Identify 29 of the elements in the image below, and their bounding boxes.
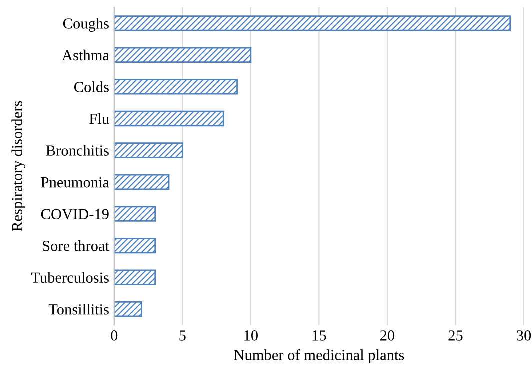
- x-tick-label: 15: [312, 330, 326, 341]
- x-tick-label: 0: [111, 330, 118, 341]
- bar: [114, 79, 238, 95]
- bar: [114, 110, 224, 127]
- bar: [114, 47, 252, 64]
- x-tick-label: 20: [380, 330, 395, 341]
- bar: [114, 142, 184, 158]
- bar: [114, 302, 142, 318]
- y-tick-label: Tuberculosis: [31, 272, 109, 284]
- x-tick-label: 30: [517, 330, 532, 341]
- bar: [114, 206, 156, 222]
- y-tick-label: Pneumonia: [41, 177, 110, 188]
- y-tick-label: COVID-19: [41, 209, 109, 220]
- y-tick-label: Flu: [90, 113, 110, 124]
- x-tick-label: 25: [448, 330, 463, 341]
- y-tick-label: Asthma: [62, 50, 110, 61]
- y-tick-label: Tonsillitis: [48, 304, 109, 315]
- x-axis-title: Number of medicinal plants: [234, 350, 404, 364]
- x-tick-label: 10: [244, 330, 258, 341]
- y-tick-label: Sore throat: [43, 240, 110, 252]
- y-axis-title: Respiratory disorders: [12, 101, 26, 232]
- y-tick-label: Bronchitis: [46, 145, 109, 156]
- bar: [114, 174, 170, 190]
- bar: [114, 270, 156, 286]
- y-tick-label: Coughs: [63, 18, 109, 32]
- bar: [114, 238, 156, 254]
- bar: [114, 16, 512, 32]
- x-tick-label: 5: [180, 330, 186, 341]
- y-tick-label: Colds: [74, 82, 109, 92]
